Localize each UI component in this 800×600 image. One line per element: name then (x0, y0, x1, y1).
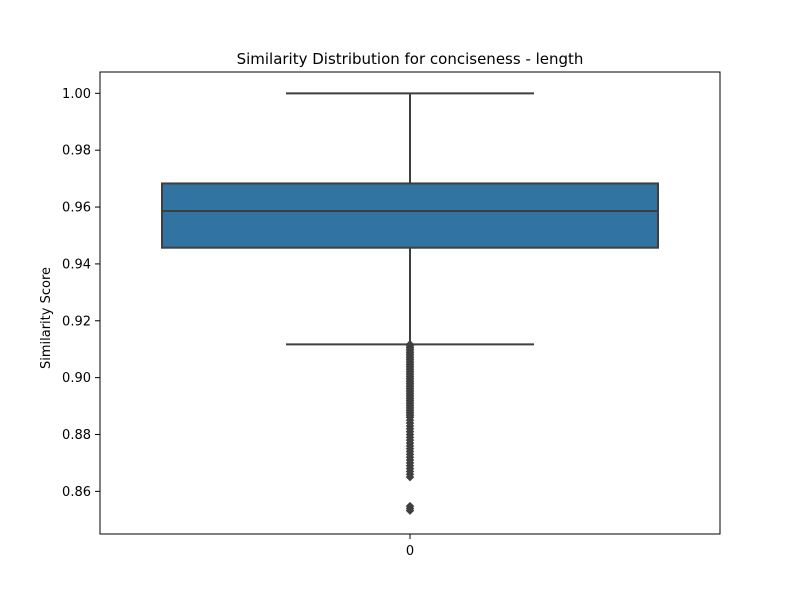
y-tick-label: 0.98 (62, 144, 91, 159)
chart-title: Similarity Distribution for conciseness … (237, 50, 584, 68)
y-tick-label: 0.92 (62, 314, 91, 329)
y-tick-label: 1.00 (62, 87, 91, 102)
x-tick-label: 0 (406, 544, 414, 559)
y-tick-label: 0.96 (62, 201, 91, 216)
y-axis-title: Similarity Score (39, 267, 54, 369)
plot-area (161, 92, 659, 516)
outlier-point (405, 472, 415, 482)
iqr-box (161, 182, 659, 249)
y-tick-label: 0.94 (62, 257, 91, 272)
y-tick-label: 0.88 (62, 428, 91, 443)
y-tick-label: 0.90 (62, 371, 91, 386)
y-tick-label: 0.86 (62, 485, 91, 500)
axes: 0.86 0.88 0.90 0.92 0.94 0.96 0.98 1.00 0 (62, 71, 721, 559)
outlier-point (405, 506, 415, 516)
